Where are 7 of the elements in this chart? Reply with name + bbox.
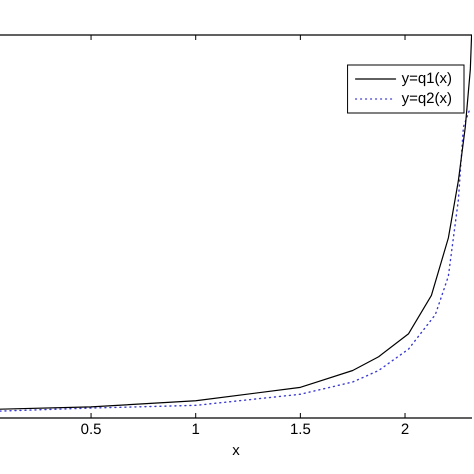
legend-label: y=q1(x) — [402, 70, 452, 88]
x-axis-title: x — [232, 442, 240, 460]
legend-label: y=q2(x) — [402, 90, 452, 108]
x-tick-label: 1 — [192, 421, 200, 438]
x-tick-label: 0.5 — [80, 421, 102, 438]
x-tick-label: 2 — [400, 421, 410, 438]
x-tick-label: 1.5 — [290, 421, 311, 438]
